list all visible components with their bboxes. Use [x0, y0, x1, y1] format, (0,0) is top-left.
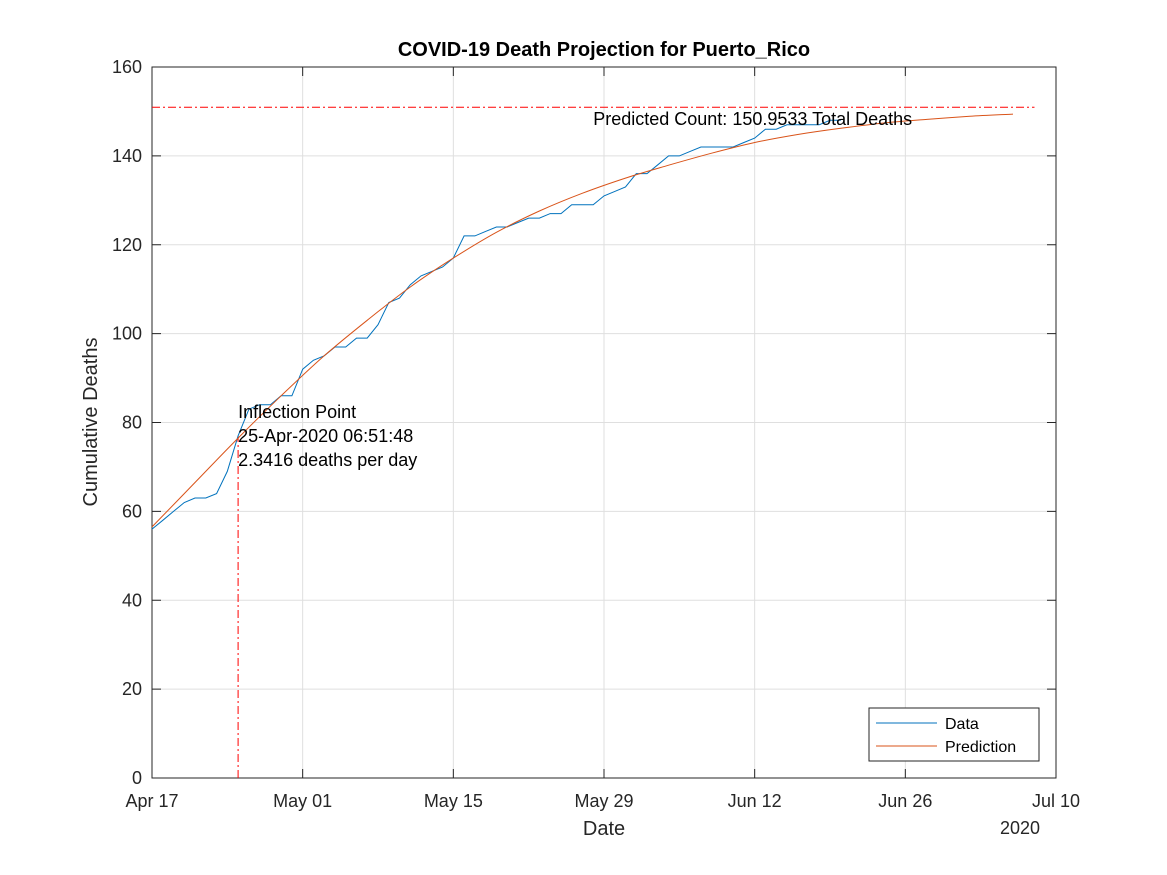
legend-box	[868, 707, 1040, 762]
grid	[152, 67, 1056, 778]
series-line-data	[151, 119, 841, 530]
y-tick-label: 140	[112, 146, 142, 166]
x-tick-label: May 29	[574, 791, 633, 811]
y-tick-label: 120	[112, 235, 142, 255]
x-tick-label: Apr 17	[125, 791, 178, 811]
chart-title: COVID-19 Death Projection for Puerto_Ric…	[398, 39, 810, 61]
x-axis-year-label: 2020	[1000, 818, 1040, 838]
x-axis-label: Date	[583, 818, 625, 840]
x-tick-label: May 15	[424, 791, 483, 811]
legend-label-data: Data	[945, 716, 979, 733]
y-axis-label: Cumulative Deaths	[80, 338, 102, 507]
y-tick-label: 100	[112, 324, 142, 344]
inflection-point-label: Inflection Point	[238, 402, 356, 422]
y-tick-label: 40	[122, 590, 142, 610]
legend: Data Prediction	[868, 707, 1040, 762]
y-tick-label: 60	[122, 501, 142, 521]
series-lines	[151, 113, 1014, 530]
y-tick-label: 0	[132, 768, 142, 788]
x-tick-label: Jun 12	[728, 791, 782, 811]
y-tick-label: 80	[122, 413, 142, 433]
y-tick-label: 20	[122, 679, 142, 699]
axis-ticks: 0 20 40 60 80 100 120 140 160 Apr 17 May 01 May 15 M…	[112, 57, 1080, 811]
x-tick-label: Jul 10	[1032, 791, 1080, 811]
series-line-prediction	[151, 113, 1014, 528]
reference-lines	[152, 106, 1035, 778]
x-tick-label: May 01	[273, 791, 332, 811]
x-tick-label: Jun 26	[878, 791, 932, 811]
inflection-date-label: 25-Apr-2020 06:51:48	[238, 426, 413, 446]
legend-label-prediction: Prediction	[945, 739, 1016, 756]
predicted-count-annotation: Predicted Count: 150.9533 Total Deaths	[593, 109, 912, 129]
inflection-rate-label: 2.3416 deaths per day	[238, 450, 417, 470]
y-tick-label: 160	[112, 57, 142, 77]
